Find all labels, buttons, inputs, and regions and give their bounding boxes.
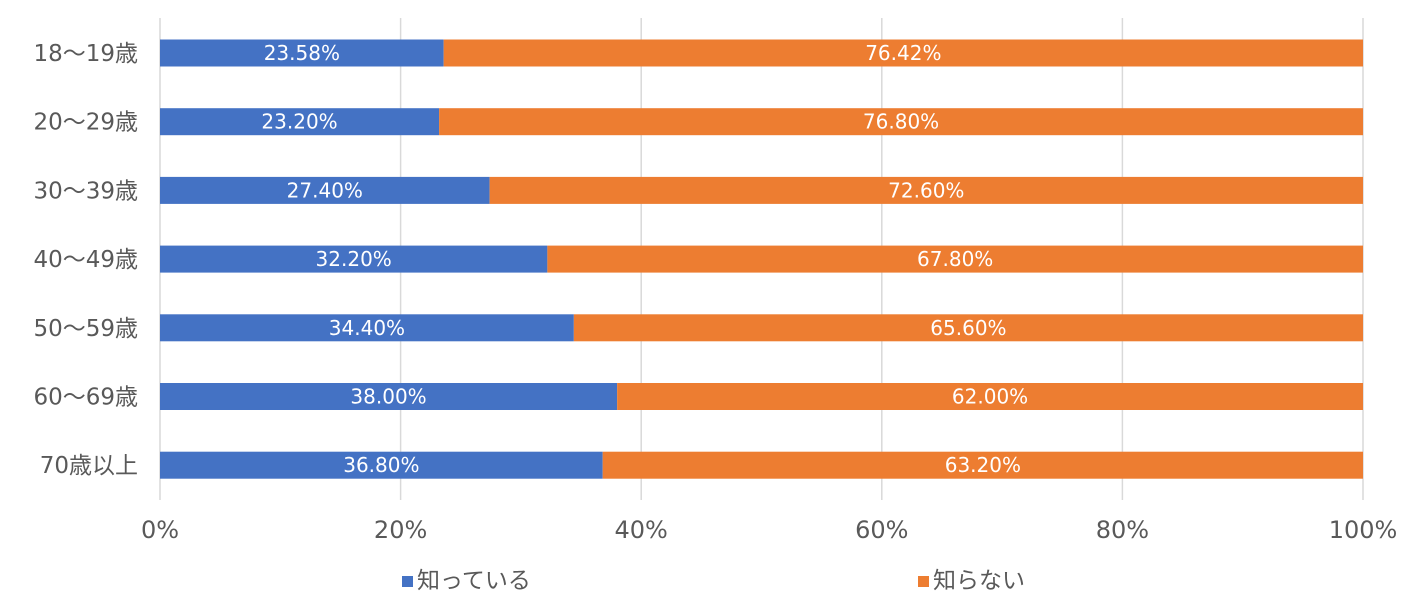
- bars: [160, 39, 1364, 479]
- category-label: 70歳以上: [40, 453, 138, 479]
- bar-segment-aware: [160, 245, 548, 273]
- bar-segment-unaware: [439, 108, 1363, 136]
- data-label: 27.40%: [287, 178, 363, 202]
- data-label: 36.80%: [343, 453, 419, 477]
- data-labels: 23.58% 76.42% 23.20% 76.80% 27.40% 72.60% 32.2…: [261, 41, 1028, 477]
- category-label: 20～29歳: [33, 110, 138, 136]
- bar-segment-unaware: [489, 176, 1363, 204]
- bar-segment-unaware: [443, 39, 1364, 67]
- data-label: 63.20%: [945, 453, 1021, 477]
- x-tick-label: 60%: [855, 516, 908, 544]
- category-label: 18～19歳: [33, 41, 138, 67]
- data-label: 34.40%: [329, 316, 405, 340]
- data-label: 32.20%: [316, 247, 392, 271]
- bar-segment-aware: [160, 383, 618, 410]
- bar-segment-unaware: [547, 245, 1363, 273]
- data-label: 23.20%: [261, 110, 337, 134]
- x-tick-label: 80%: [1096, 516, 1149, 544]
- data-label: 72.60%: [888, 178, 964, 202]
- legend-swatch: [918, 576, 929, 587]
- data-label: 76.80%: [863, 110, 939, 134]
- legend: 知っている 知らない: [402, 568, 1025, 594]
- data-label: 62.00%: [952, 385, 1028, 409]
- data-label: 38.00%: [350, 385, 426, 409]
- x-tick-label: 100%: [1329, 516, 1398, 544]
- bar-segment-unaware: [602, 451, 1363, 479]
- data-label: 65.60%: [930, 316, 1006, 340]
- bar-segment-aware: [160, 451, 603, 479]
- legend-label: 知っている: [417, 568, 531, 594]
- data-label: 23.58%: [264, 41, 340, 65]
- category-label: 40～49歳: [33, 247, 138, 273]
- legend-swatch: [402, 576, 413, 587]
- category-label: 50～59歳: [33, 316, 138, 342]
- bar-segment-unaware: [573, 314, 1363, 342]
- bar-segment-aware: [160, 39, 444, 67]
- category-labels: 18～19歳 20～29歳 30～39歳 40～49歳 50～59歳 60～69歳 70歳以…: [33, 41, 138, 479]
- x-axis-ticks: 0% 20% 40% 60% 80% 100%: [141, 516, 1397, 544]
- x-tick-label: 40%: [615, 516, 668, 544]
- category-label: 60～69歳: [33, 385, 138, 411]
- bar-segment-aware: [160, 176, 490, 204]
- data-label: 67.80%: [917, 247, 993, 271]
- x-tick-label: 0%: [141, 516, 179, 544]
- data-label: 76.42%: [865, 41, 941, 65]
- category-label: 30～39歳: [33, 178, 138, 204]
- bar-segment-aware: [160, 314, 574, 342]
- bar-segment-aware: [160, 108, 440, 136]
- legend-label: 知らない: [933, 568, 1025, 594]
- x-tick-label: 20%: [374, 516, 427, 544]
- bar-segment-unaware: [617, 383, 1363, 410]
